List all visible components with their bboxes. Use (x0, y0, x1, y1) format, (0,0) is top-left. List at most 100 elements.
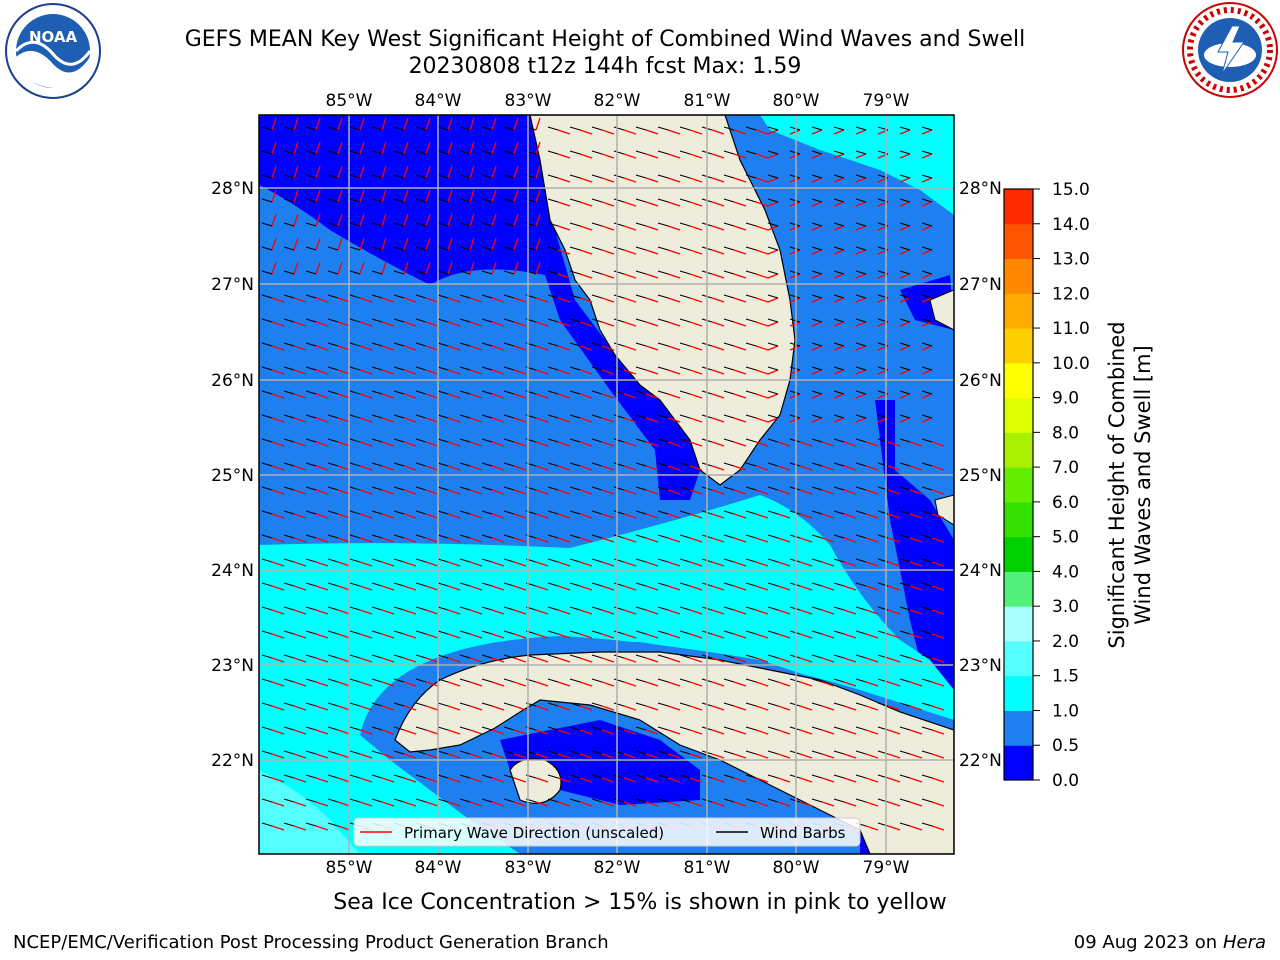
wave-arrow (447, 165, 453, 179)
wave-arrow (271, 681, 285, 687)
wind-barb (591, 582, 603, 587)
wind-barb (811, 294, 823, 299)
wave-arrow (403, 237, 409, 251)
wave-arrow (381, 297, 395, 303)
wave-arrow (579, 273, 593, 279)
wave-arrow (689, 273, 703, 279)
colorbar-segment (1004, 571, 1033, 607)
wind-barb (305, 822, 317, 827)
wave-arrow (645, 177, 659, 183)
wind-barb (855, 174, 867, 179)
wind-barb (371, 342, 383, 347)
wind-barb (371, 606, 383, 611)
colorbar-tick-label: 1.0 (1052, 701, 1079, 721)
wave-arrow (579, 633, 593, 639)
wave-arrow (821, 561, 835, 567)
wave-arrow (293, 705, 307, 711)
colorbar (1004, 189, 1033, 781)
wave-arrow (315, 609, 329, 615)
wave-arrow (733, 441, 747, 447)
wave-arrow (601, 561, 615, 567)
wave-arrow (789, 345, 801, 351)
chart-subtitle: 20230808 t12z 144h fcst Max: 1.59 (408, 54, 802, 79)
wave-arrow (513, 213, 519, 227)
wind-barb (349, 198, 361, 203)
wave-arrow (403, 141, 409, 155)
wind-barb (459, 630, 471, 635)
wind-barb (745, 174, 757, 179)
wave-arrow (645, 633, 659, 639)
wind-barb (481, 390, 493, 395)
wave-arrow (689, 609, 703, 615)
wind-barb (591, 318, 603, 323)
wave-arrow (843, 441, 857, 447)
colorbar-tick-label: 0.5 (1052, 736, 1079, 756)
wave-arrow (931, 705, 945, 711)
wind-barb (261, 438, 273, 443)
wind-barb (635, 486, 647, 491)
wind-barb (305, 438, 317, 443)
wave-arrow (789, 369, 801, 375)
wind-barb (283, 606, 295, 611)
wave-arrow (689, 705, 703, 711)
ice-note: Sea Ice Concentration > 15% is shown in … (333, 890, 947, 915)
wind-barb (283, 822, 295, 827)
wind-barb (261, 750, 273, 755)
wave-arrow (733, 537, 747, 543)
wind-barb (811, 558, 823, 563)
wind-barb (393, 246, 405, 251)
wind-barb (261, 582, 273, 587)
wave-arrow (601, 585, 615, 591)
wind-barb (459, 414, 471, 419)
wave-arrow (931, 585, 945, 591)
wave-arrow (535, 657, 549, 663)
wind-barb (349, 726, 361, 731)
wave-arrow (777, 441, 791, 447)
wind-barb (261, 702, 273, 707)
colorbar-segment (1004, 640, 1033, 677)
wave-arrow (425, 465, 439, 471)
wind-barb (723, 246, 735, 251)
wave-arrow (711, 393, 725, 399)
wind-barb (503, 246, 515, 251)
wave-arrow (403, 489, 417, 495)
wind-barb (437, 726, 449, 731)
wind-barb (899, 294, 911, 299)
wave-arrow (623, 537, 637, 543)
wind-barb (393, 318, 405, 323)
lat-label-right: 28°N (959, 179, 1002, 199)
colorbar-tick-label: 2.0 (1052, 632, 1079, 652)
wave-arrow (359, 417, 373, 423)
wind-barb (899, 126, 911, 131)
wave-arrow (425, 321, 439, 327)
wind-barb (261, 798, 273, 803)
wind-barb (635, 558, 647, 563)
colorbar-tick-label: 5.0 (1052, 528, 1079, 548)
wind-barb (283, 558, 295, 563)
wave-arrow (381, 117, 387, 131)
wind-barb (481, 438, 493, 443)
wave-arrow (921, 369, 933, 375)
wind-barb (547, 438, 559, 443)
lon-label-bottom: 82°W (594, 858, 641, 878)
wind-barb (349, 486, 361, 491)
wave-arrow (601, 465, 615, 471)
wind-barb (635, 774, 647, 779)
wind-barb (811, 366, 823, 371)
wind-barb (745, 126, 757, 131)
wind-barb (921, 726, 933, 731)
wave-arrow (469, 213, 475, 227)
wave-arrow (535, 345, 549, 351)
wind-barb (833, 150, 845, 155)
wind-barb (657, 294, 669, 299)
wind-barb (635, 318, 647, 323)
wave-arrow (425, 489, 439, 495)
wind-barb (437, 702, 449, 707)
wave-arrow (337, 585, 351, 591)
wave-arrow (579, 729, 593, 735)
wave-arrow (337, 345, 351, 351)
wind-barb (393, 558, 405, 563)
wave-arrow (359, 117, 365, 131)
wave-arrow (513, 261, 519, 275)
wind-barb (415, 678, 427, 683)
